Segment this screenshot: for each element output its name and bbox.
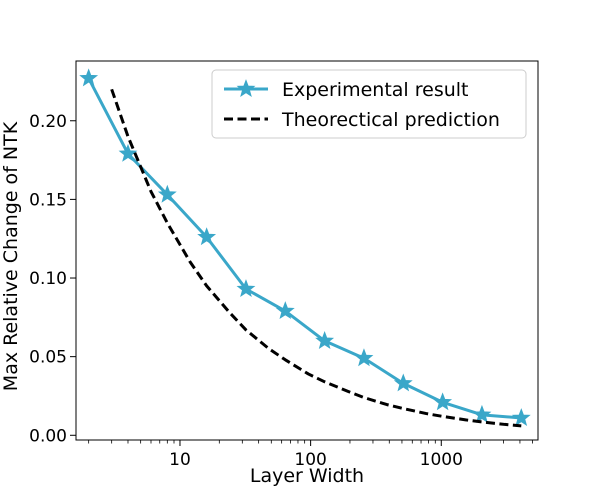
x-tick-label: 1000 [420,450,463,470]
y-tick-label: 0.00 [29,426,67,446]
y-tick-label: 0.15 [29,190,67,210]
data-point-star [433,392,453,411]
plot-frame [75,60,539,441]
data-point-star [511,408,531,427]
y-tick-label: 0.20 [29,112,67,132]
series-line-1 [110,88,522,428]
y-tick-label: 0.10 [29,269,67,289]
legend-box [211,69,527,139]
x-tick-label: 10 [169,450,191,470]
legend: Experimental result Theorectical predicti… [211,69,527,139]
data-point-star [275,301,295,320]
data-point-star [79,68,99,87]
data-point-star [315,331,335,349]
legend-label-1: Theorectical prediction [281,109,500,131]
legend-label-0: Experimental result [282,79,469,101]
data-point-star [157,184,177,203]
legend-star-marker [236,79,256,98]
x-axis-label: Layer Width [250,465,364,487]
plot-area [79,68,531,428]
data-point-star [472,404,492,423]
series-line-0 [87,77,522,420]
x-tick-label: 100 [294,450,326,470]
y-axis-label: Max Relative Change of NTK [0,121,22,391]
data-point-star [236,279,256,298]
axes: 10 100 1000 0.00 0.05 0.10 0.15 0.20 [29,60,539,470]
y-tick-label: 0.05 [29,348,67,368]
data-point-star [118,143,138,162]
data-point-star [393,373,413,392]
data-point-star [197,227,217,246]
data-point-star [354,348,374,367]
